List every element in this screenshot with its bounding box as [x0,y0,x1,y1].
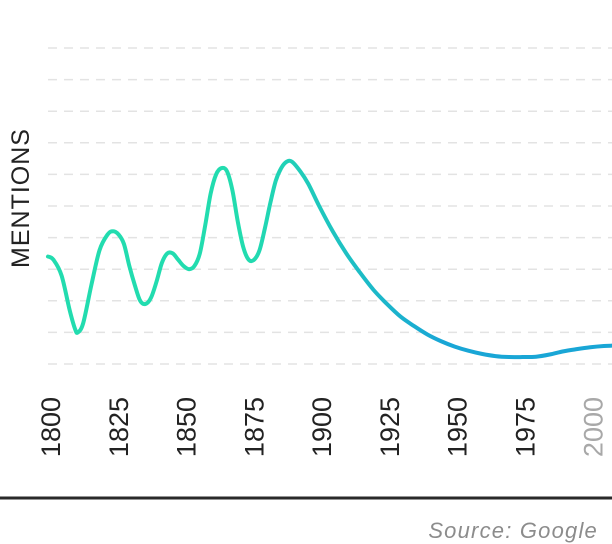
gridlines [48,47,612,365]
x-tick-label: 2000 [578,397,608,457]
y-axis-label: MENTIONS [7,128,35,268]
x-axis-ticks: 1800 1825 1850 1875 1900 1925 1950 1975 2000 [36,397,608,457]
source-note: Source: Google [428,518,598,543]
x-tick-label: 1800 [36,397,66,457]
x-tick-label: 1950 [443,397,473,457]
x-tick-label: 1925 [375,397,405,457]
x-tick-label: 1875 [239,397,269,457]
x-tick-label: 1825 [104,397,134,457]
x-tick-label: 1975 [511,397,541,457]
series-line [46,158,612,360]
x-tick-label: 1900 [307,397,337,457]
x-tick-label: 1850 [172,397,202,457]
